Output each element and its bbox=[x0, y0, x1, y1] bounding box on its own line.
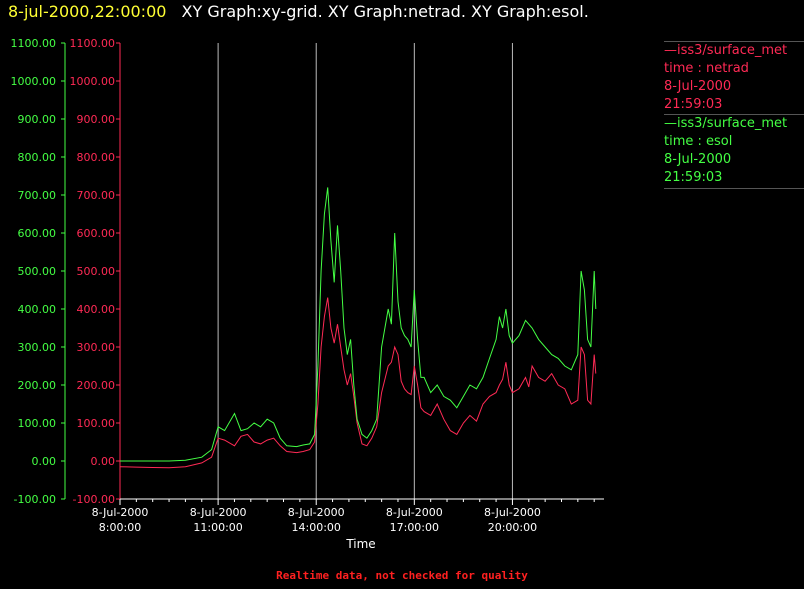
title-bar: 8-jul-2000,22:00:00 XY Graph:xy-grid. XY… bbox=[8, 2, 589, 24]
y-tick-label: 400.00 bbox=[77, 303, 116, 316]
legend-variable: time : esol bbox=[664, 134, 733, 149]
y-tick-label: 300.00 bbox=[77, 341, 116, 354]
y-tick-label: 400.00 bbox=[18, 303, 57, 316]
legend-date: 8-Jul-2000 bbox=[664, 152, 732, 167]
legend-variable: time : netrad bbox=[664, 61, 749, 76]
x-tick-label-date: 8-Jul-2000 bbox=[386, 506, 443, 519]
quality-disclaimer: Realtime data, not checked for quality bbox=[276, 569, 528, 582]
series-line-netrad bbox=[119, 297, 597, 469]
x-tick-label-time: 8:00:00 bbox=[99, 521, 141, 534]
y-tick-label: 700.00 bbox=[18, 189, 57, 202]
y-axis-labels-red: 1100.00 1000.00 900.00 800.00 700.00 600.00 50… bbox=[70, 37, 116, 506]
y-tick-label: 500.00 bbox=[77, 265, 116, 278]
x-tick-label-date: 8-Jul-2000 bbox=[190, 506, 247, 519]
x-tick-label-date: 8-Jul-2000 bbox=[288, 506, 345, 519]
x-tick-label-time: 20:00:00 bbox=[488, 521, 537, 534]
y-tick-label: 500.00 bbox=[18, 265, 57, 278]
legend-separator bbox=[664, 188, 804, 189]
y-axis-labels-green: 1100.00 1000.00 900.00 800.00 700.00 600.00 50… bbox=[11, 37, 57, 506]
y-tick-label: 900.00 bbox=[77, 113, 116, 126]
y-tick-label: 800.00 bbox=[77, 151, 116, 164]
y-tick-label: 700.00 bbox=[77, 189, 116, 202]
y-tick-label: 300.00 bbox=[18, 341, 57, 354]
x-tick-label-time: 17:00:00 bbox=[390, 521, 439, 534]
y-tick-label: 600.00 bbox=[18, 227, 57, 240]
chart-axes bbox=[61, 42, 604, 505]
x-tick-label-time: 11:00:00 bbox=[193, 521, 242, 534]
series-line-esol bbox=[120, 187, 597, 462]
legend-time: 21:59:03 bbox=[664, 97, 723, 112]
y-tick-label: 600.00 bbox=[77, 227, 116, 240]
y-tick-label: 1100.00 bbox=[70, 37, 116, 50]
x-axis-title: Time bbox=[345, 537, 375, 551]
series-layer bbox=[119, 187, 597, 469]
legend-separator bbox=[664, 41, 804, 42]
legend-source: —iss3/surface_met bbox=[664, 116, 788, 131]
title-graph-list: XY Graph:xy-grid. XY Graph:netrad. XY Gr… bbox=[181, 2, 589, 21]
y-tick-label: 0.00 bbox=[32, 455, 57, 468]
y-tick-label: 1100.00 bbox=[11, 37, 57, 50]
legend-netrad: —iss3/surface_met time : netrad 8-Jul-20… bbox=[664, 41, 804, 114]
y-tick-label: 1000.00 bbox=[70, 75, 116, 88]
y-tick-label: -100.00 bbox=[14, 493, 56, 506]
legend-esol: —iss3/surface_met time : esol 8-Jul-2000… bbox=[664, 114, 804, 189]
y-tick-label: 200.00 bbox=[77, 379, 116, 392]
legend-separator bbox=[664, 114, 804, 115]
x-tick-label-date: 8-Jul-2000 bbox=[484, 506, 541, 519]
y-tick-label: 1000.00 bbox=[11, 75, 57, 88]
x-axis-labels: 8-Jul-2000 8:00:00 8-Jul-2000 11:00:00 8-Jul… bbox=[92, 506, 541, 534]
title-timestamp: 8-jul-2000,22:00:00 bbox=[8, 2, 167, 21]
legend-source: —iss3/surface_met bbox=[664, 43, 788, 58]
y-tick-label: 200.00 bbox=[18, 379, 57, 392]
y-tick-label: 900.00 bbox=[18, 113, 57, 126]
y-tick-label: 0.00 bbox=[91, 455, 116, 468]
y-tick-label: 800.00 bbox=[18, 151, 57, 164]
x-tick-label-time: 14:00:00 bbox=[292, 521, 341, 534]
y-tick-label: -100.00 bbox=[73, 493, 115, 506]
x-tick-label-date: 8-Jul-2000 bbox=[92, 506, 149, 519]
y-tick-label: 100.00 bbox=[77, 417, 116, 430]
y-tick-label: 100.00 bbox=[18, 417, 57, 430]
legend-date: 8-Jul-2000 bbox=[664, 79, 732, 94]
vertical-gridlines bbox=[217, 43, 513, 499]
legend-time: 21:59:03 bbox=[664, 170, 723, 185]
